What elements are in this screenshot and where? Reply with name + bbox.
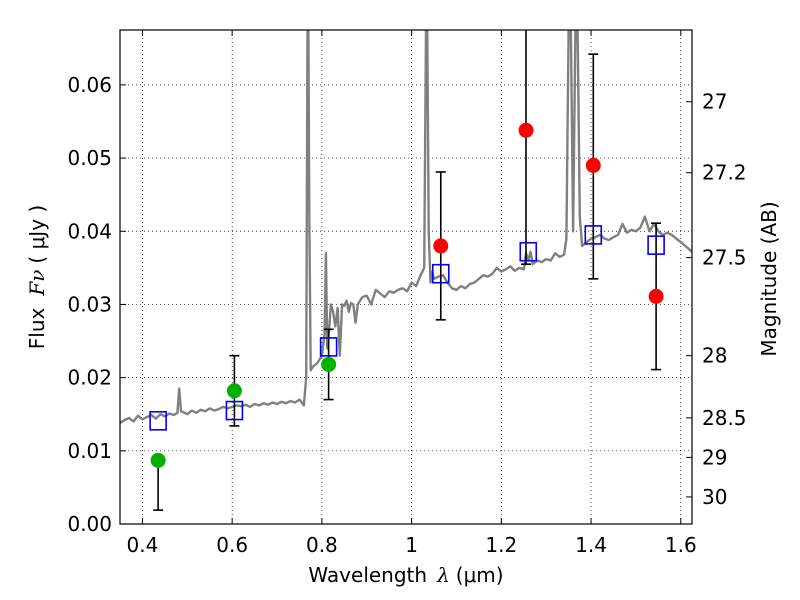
y2-axis-label: Magnitude (AB) — [757, 201, 781, 356]
y2-tick-label: 28.5 — [702, 406, 747, 430]
x-axis-label: Wavelength λ (μm) — [308, 563, 503, 587]
y-tick-label: 0.01 — [67, 439, 112, 463]
y2-tick-label: 28 — [702, 344, 727, 368]
green-point — [226, 383, 242, 399]
model-square — [319, 337, 338, 357]
y2-tick-label: 27.2 — [702, 161, 747, 185]
y-tick-label: 0.06 — [67, 73, 112, 97]
red-point — [648, 288, 664, 304]
green-point — [150, 452, 166, 468]
x-tick-label: 1.4 — [575, 533, 607, 557]
y-tick-label: 0.03 — [67, 292, 112, 316]
model-square — [225, 400, 244, 421]
model-square — [149, 411, 167, 431]
red-point — [518, 122, 534, 138]
x-tick-label: 0.4 — [127, 533, 159, 557]
y2-tick-label: 29 — [702, 445, 727, 469]
red-point — [433, 238, 449, 254]
model-square — [431, 263, 450, 284]
y-tick-label: 0.00 — [67, 512, 112, 536]
x-tick-label: 0.8 — [306, 533, 338, 557]
spectrum-series — [120, 30, 692, 425]
model-square — [519, 241, 538, 262]
red-point — [585, 157, 601, 173]
data-points — [149, 122, 665, 468]
y2-tick-label: 27.5 — [702, 246, 747, 270]
model-square — [647, 235, 665, 255]
y2-tick-label: 27 — [702, 90, 727, 114]
y2-tick-label: 30 — [702, 485, 727, 509]
model-square — [584, 225, 603, 245]
y-tick-label: 0.05 — [67, 146, 112, 170]
plot-frame — [119, 29, 693, 525]
y-tick-label: 0.04 — [67, 219, 112, 243]
x-tick-label: 1.2 — [485, 533, 517, 557]
x-tick-label: 0.6 — [216, 533, 248, 557]
x-tick-label: 1.6 — [665, 533, 697, 557]
y-axis-label: FluxFν( μJy ) — [25, 205, 49, 349]
ticks: 0.4 0.6 0.8 1 1.2 1.4 1.6 0.00 0.01 0.02 0.03 0.04 0… — [67, 30, 747, 557]
y-tick-label: 0.02 — [67, 366, 112, 390]
green-point — [321, 356, 337, 372]
spectrum-line — [120, 30, 692, 425]
x-tick-label: 1 — [405, 533, 418, 557]
